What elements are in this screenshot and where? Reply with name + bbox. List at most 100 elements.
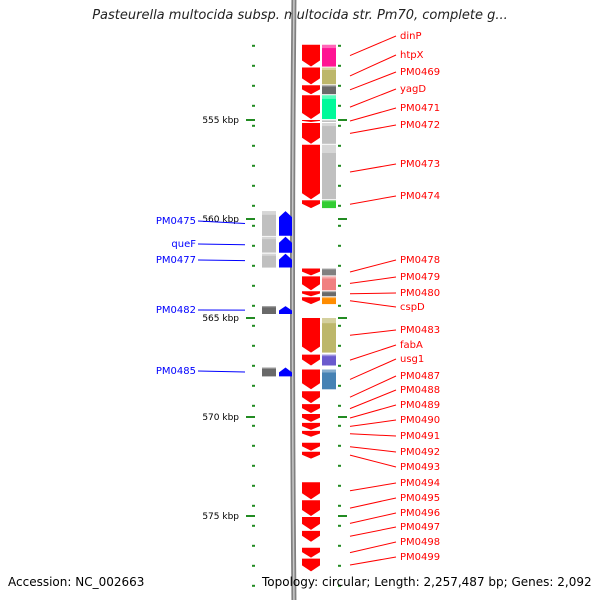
gene-arrow-pm0487 (302, 391, 320, 404)
cog-bar-shine (322, 318, 336, 324)
cog-bar-shine (322, 85, 336, 87)
gene-arrow-pm0477 (279, 253, 292, 268)
cog-bar-shine (322, 44, 336, 49)
cog-bar-pm0469 (322, 85, 336, 95)
kbp-label: 555 kbp (202, 116, 239, 126)
map-title: Pasteurella multocida subsp. multocida s… (92, 8, 508, 23)
gene-label-pm0472: PM0472 (400, 120, 440, 131)
axis-tick (338, 464, 341, 467)
major-tick (338, 218, 347, 220)
kbp-label: 575 kbp (202, 512, 239, 522)
axis-tick (338, 104, 341, 107)
cog-bar-pm0475 (262, 211, 276, 236)
leader-line (349, 344, 397, 361)
gene-label-pm0491: PM0491 (400, 431, 440, 442)
gene-arrow-pm0483 (302, 318, 320, 353)
axis-tick (252, 484, 255, 487)
axis-tick (338, 84, 341, 87)
leader-line (197, 243, 246, 246)
axis-tick (338, 144, 341, 147)
axis-tick (338, 424, 341, 427)
axis-tick (338, 124, 341, 127)
cog-bar-shine (322, 95, 336, 99)
leader-line (197, 370, 246, 373)
leader-line (349, 512, 397, 524)
axis-tick (252, 404, 255, 407)
gene-arrow-pm0488 (302, 404, 320, 413)
gene-arrow-pm0489 (302, 414, 320, 422)
gene-label-usg1: usg1 (400, 354, 424, 365)
gene-arrow-pm0474 (302, 200, 320, 209)
cog-bar-shine (322, 67, 336, 70)
cog-bar-shine (322, 123, 336, 127)
axis-tick (252, 364, 255, 367)
gene-label-pm0474: PM0474 (400, 191, 440, 202)
leader-line (349, 404, 397, 419)
axis-tick (338, 284, 341, 287)
gene-label-pm0469: PM0469 (400, 67, 440, 78)
axis-tick (338, 184, 341, 187)
cog-bar-shine (322, 297, 336, 299)
leader-line (349, 300, 397, 308)
leader-line (349, 433, 397, 437)
axis-tick (252, 504, 255, 507)
gene-label-yagd: yagD (400, 84, 426, 95)
gene-label-pm0496: PM0496 (400, 508, 440, 519)
gene-label-pm0494: PM0494 (400, 478, 440, 489)
leader-line (349, 107, 397, 122)
gene-arrow-pm0499 (302, 558, 320, 572)
major-tick (246, 515, 255, 517)
axis-tick (338, 404, 341, 407)
leader-line (349, 35, 397, 57)
leader-line (349, 195, 397, 205)
axis-tick (252, 384, 255, 387)
gene-arrow-pm0498 (302, 547, 320, 558)
gene-label-pm0475: PM0475 (156, 216, 196, 227)
leader-line (349, 71, 397, 91)
gene-label-pm0480: PM0480 (400, 288, 440, 299)
leader-line (197, 220, 246, 224)
axis-tick (252, 124, 255, 127)
cog-bar-pm0473 (322, 144, 336, 200)
gene-arrow-pm0490 (302, 422, 320, 430)
gene-label-cspd: cspD (400, 302, 425, 313)
kbp-label: 570 kbp (202, 413, 239, 423)
axis-tick (252, 424, 255, 427)
cog-bar-dinp (322, 44, 336, 67)
axis-tick (252, 444, 255, 447)
cog-bar-pm0479 (322, 276, 336, 291)
cog-bar-pm0478 (322, 268, 336, 276)
axis-tick (338, 544, 341, 547)
axis-tick (252, 584, 255, 587)
gene-arrow-pm0473 (302, 144, 320, 200)
axis-tick (338, 264, 341, 267)
gene-label-pm0488: PM0488 (400, 385, 440, 396)
axis-tick (338, 484, 341, 487)
axis-tick (252, 564, 255, 567)
cog-bar-shine (262, 236, 276, 240)
cog-bar-shine (322, 369, 336, 373)
kbp-label: 565 kbp (202, 314, 239, 324)
axis-tick (252, 304, 255, 307)
leader-line (349, 88, 397, 108)
backbone-highlight (291, 0, 295, 600)
gene-arrow-pm0479 (302, 276, 320, 291)
axis-tick (252, 44, 255, 47)
leader-line (349, 556, 397, 566)
leader-line (349, 454, 397, 468)
axis-tick (252, 184, 255, 187)
axis-tick (338, 224, 341, 227)
gene-label-pm0485: PM0485 (156, 366, 196, 377)
cog-bar-shine (322, 354, 336, 357)
gene-label-quef: queF (171, 239, 196, 250)
gene-label-pm0492: PM0492 (400, 447, 440, 458)
axis-tick (338, 584, 341, 587)
axis-tick (252, 144, 255, 147)
gene-arrow-pm0497 (302, 530, 320, 542)
axis-tick (338, 304, 341, 307)
gene-arrow-pm0469 (302, 85, 320, 95)
gene-arrow-faba (302, 354, 320, 366)
axis-tick (338, 244, 341, 247)
gene-arrow-quef (279, 236, 292, 253)
